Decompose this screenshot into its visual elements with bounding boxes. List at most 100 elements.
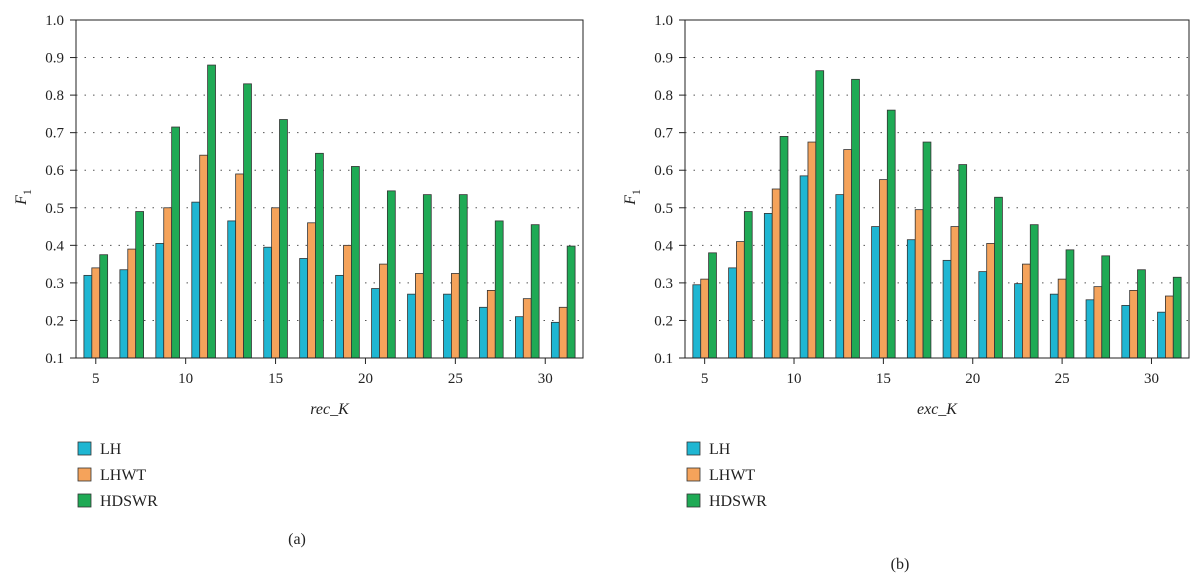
plot-frame bbox=[684, 19, 1190, 359]
bar-hdswr bbox=[530, 224, 540, 359]
bar-lh bbox=[1049, 293, 1059, 359]
x-tick-label: 20 bbox=[965, 371, 980, 387]
bar-lh bbox=[978, 271, 988, 359]
bar-hdswr bbox=[315, 152, 324, 359]
bar-hdswr bbox=[1172, 276, 1182, 359]
bar-lhwt bbox=[91, 267, 101, 359]
bar-hdswr bbox=[1137, 269, 1146, 359]
y-axis-title: F1 bbox=[13, 189, 34, 206]
x-tick-label: 25 bbox=[1055, 371, 1070, 387]
bar-hdswr bbox=[958, 164, 968, 359]
panel-label: (a) bbox=[288, 531, 306, 548]
x-tick-label: 25 bbox=[448, 371, 463, 387]
y-tick-label: 0.1 bbox=[654, 351, 673, 367]
legend-swatch-hdswr bbox=[686, 493, 701, 508]
plot-frame bbox=[75, 19, 584, 359]
chart-panel-a: 0.1 0.2 0.3 0.4 0.5 0.6 0.7 0.8 0.9 1.0 5 10 15 20 25 3… bbox=[13, 13, 584, 548]
bar-lhwt bbox=[950, 226, 960, 359]
legend: LH LHWT HDSWR bbox=[77, 441, 158, 510]
bar-lh bbox=[1121, 305, 1131, 359]
bar-hdswr bbox=[1065, 249, 1075, 359]
legend-label-lhwt: LHWT bbox=[709, 467, 755, 484]
bar-hdswr bbox=[743, 211, 753, 359]
bar-lh bbox=[728, 267, 737, 359]
bar-lhwt bbox=[771, 188, 781, 359]
y-tick-label: 0.6 bbox=[654, 163, 673, 179]
bar-hdswr bbox=[1101, 255, 1111, 359]
bar-lh bbox=[119, 269, 129, 359]
bar-hdswr bbox=[351, 166, 360, 359]
bar-lh bbox=[515, 316, 524, 359]
legend-swatch-lh bbox=[686, 441, 701, 456]
y-tick-label: 0.9 bbox=[654, 51, 673, 67]
bar-hdswr bbox=[494, 220, 504, 359]
bar-lhwt bbox=[914, 209, 924, 359]
bar-lh bbox=[299, 258, 308, 359]
bar-hdswr bbox=[886, 109, 896, 359]
bar-hdswr bbox=[1029, 224, 1039, 359]
chart-panel-b: 0.1 0.2 0.3 0.4 0.5 0.6 0.7 0.8 0.9 1.0 5 10 15 20 25 3… bbox=[622, 13, 1190, 573]
y-tick-label: 0.3 bbox=[45, 276, 64, 292]
y-tick-label: 0.9 bbox=[45, 51, 64, 67]
x-tick-label: 10 bbox=[178, 371, 193, 387]
bar-lh bbox=[155, 243, 165, 359]
bar-lh bbox=[1085, 299, 1095, 359]
bar-lhwt bbox=[343, 244, 352, 359]
y-tick-label: 0.2 bbox=[654, 313, 673, 329]
y-tick-label: 0.5 bbox=[45, 201, 64, 217]
legend-swatch-lhwt bbox=[686, 467, 701, 482]
legend-swatch-lhwt bbox=[77, 467, 92, 482]
y-tick-label: 0.7 bbox=[654, 126, 673, 142]
bar-lhwt bbox=[558, 306, 568, 359]
x-axis-title: rec_K bbox=[310, 401, 350, 418]
y-tick-label: 0.3 bbox=[654, 276, 673, 292]
bar-lh bbox=[942, 259, 952, 359]
x-tick-label: 5 bbox=[92, 371, 100, 387]
legend: LH LHWT HDSWR bbox=[686, 441, 767, 510]
y-axis-title: F1 bbox=[622, 189, 643, 206]
y-tick-label: 0.8 bbox=[654, 88, 673, 104]
y-tick-label: 0.2 bbox=[45, 313, 64, 329]
bar-lh bbox=[335, 274, 344, 359]
x-tick-label: 20 bbox=[358, 371, 373, 387]
bar-lhwt bbox=[1129, 289, 1138, 359]
x-tick-label: 30 bbox=[1144, 371, 1159, 387]
bar-lhwt bbox=[379, 263, 388, 359]
y-tick-label: 0.8 bbox=[45, 88, 64, 104]
bar-hdswr bbox=[207, 64, 216, 359]
bar-lhwt bbox=[843, 149, 852, 359]
bar-hdswr bbox=[566, 245, 576, 359]
legend-label-hdswr: HDSWR bbox=[100, 493, 158, 510]
bar-lh bbox=[371, 288, 380, 359]
bar-lhwt bbox=[1022, 263, 1031, 359]
x-axis-title: exc_K bbox=[917, 401, 958, 418]
bar-lhwt bbox=[522, 298, 532, 359]
bar-hdswr bbox=[386, 190, 396, 359]
bar-hdswr bbox=[922, 141, 932, 359]
x-tick-label: 30 bbox=[538, 371, 553, 387]
y-tick-label: 0.7 bbox=[45, 126, 64, 142]
bar-lh bbox=[227, 220, 237, 359]
bar-hdswr bbox=[458, 194, 468, 359]
x-tick-label: 15 bbox=[268, 371, 283, 387]
legend-swatch-lh bbox=[77, 441, 92, 456]
bar-lh bbox=[443, 293, 452, 359]
bar-lhwt bbox=[307, 222, 316, 359]
y-tick-label: 0.4 bbox=[45, 238, 64, 254]
bar-lhwt bbox=[271, 207, 280, 359]
x-tick-label: 10 bbox=[787, 371, 802, 387]
x-tick-label: 15 bbox=[876, 371, 891, 387]
bar-lh bbox=[871, 226, 880, 359]
bar-hdswr bbox=[279, 119, 288, 359]
legend-label-lhwt: LHWT bbox=[100, 467, 146, 484]
bar-lh bbox=[550, 321, 560, 359]
bar-lh bbox=[906, 239, 916, 359]
bar-lhwt bbox=[1165, 295, 1174, 359]
y-tick-label: 1.0 bbox=[654, 13, 673, 29]
bar-hdswr bbox=[99, 254, 109, 359]
bar-lhwt bbox=[807, 141, 817, 359]
y-tick-label: 0.5 bbox=[654, 201, 673, 217]
bar-lhwt bbox=[1057, 278, 1067, 359]
bar-hdswr bbox=[708, 252, 717, 359]
